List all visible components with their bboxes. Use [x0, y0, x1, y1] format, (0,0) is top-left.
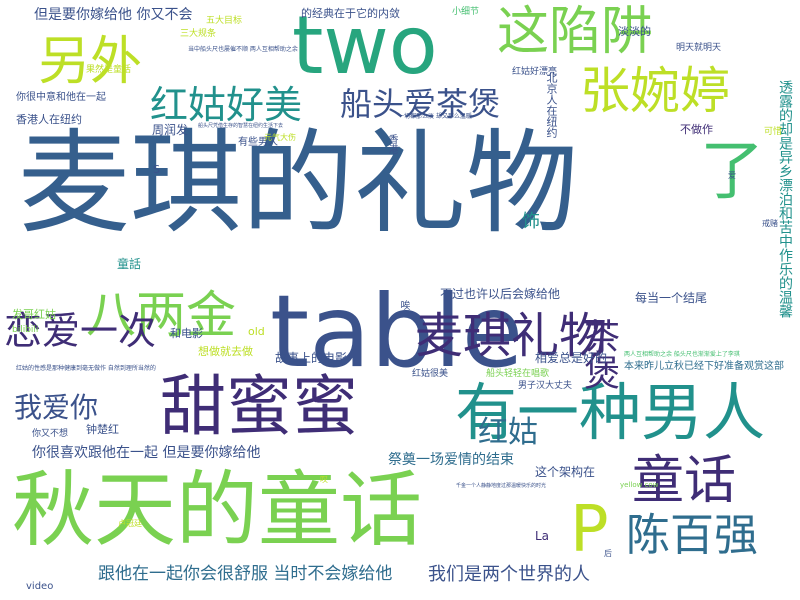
- word: 香港人在纽约: [16, 113, 82, 126]
- word: 后: [604, 549, 612, 558]
- word: 这个架构在: [535, 465, 596, 479]
- word: yellow cow: [620, 481, 659, 489]
- word: 叹: [320, 475, 328, 484]
- word: 八两金: [86, 286, 236, 344]
- word: 戒赌: [762, 219, 778, 228]
- word: 了: [700, 135, 764, 209]
- word: 另外: [38, 32, 143, 92]
- word: 张婉婷: [580, 62, 730, 120]
- word: 秋天的童话: [12, 463, 423, 558]
- word: bilibili: [12, 325, 39, 335]
- word: 三大规条: [180, 29, 217, 39]
- word: old: [248, 325, 265, 338]
- word: 周润发: [152, 123, 189, 137]
- word: 我们是两个世界的人: [428, 564, 590, 585]
- word: video: [26, 581, 54, 592]
- word: P: [570, 493, 609, 567]
- word: 可惜: [764, 127, 783, 137]
- word: 红姑好漂亮: [512, 67, 558, 77]
- word: 这陷阱: [497, 2, 654, 62]
- word: two: [292, 0, 438, 92]
- word: 想做就去做: [198, 345, 253, 358]
- word: 发哥红姑: [12, 308, 56, 321]
- word: 元气大伤: [264, 133, 296, 142]
- word: La: [535, 529, 550, 543]
- word: 陈百强: [626, 510, 758, 561]
- word: 恋爱一次: [4, 309, 157, 353]
- word: 每当一个结尾: [635, 291, 708, 305]
- word: 本来昨儿立秋已经下好准备观赏这部: [624, 361, 784, 372]
- word: 有些男人: [238, 137, 278, 148]
- word: 不过也许以后会嫁给他: [440, 287, 561, 301]
- word: 香港: [386, 134, 397, 154]
- word: 钟楚红: [86, 423, 119, 436]
- word: 一切都那么淡 却又那么温暖: [398, 113, 472, 120]
- word: 船头爱茶煲: [340, 85, 501, 123]
- word: 但是要你嫁给他 你又不会: [34, 7, 193, 23]
- word: 北京人在纽约: [545, 72, 558, 138]
- word: 小细节: [452, 7, 480, 17]
- word: 明天就明天: [676, 43, 722, 53]
- word: 麦琪礼物: [415, 308, 608, 364]
- word: 相爱总是好的: [535, 351, 608, 365]
- word: 透露的却是异乡漂泊和苦中作乐的温馨: [777, 80, 793, 318]
- word: 甜蜜蜜: [160, 368, 358, 445]
- word: 麦琪的礼物: [18, 119, 578, 249]
- word: 当中船头尺也屡催不顺 两人互相帮助之余: [188, 46, 298, 53]
- word: S: [153, 163, 160, 176]
- word: 我爱你: [14, 391, 99, 424]
- word: 卢冠廷: [118, 519, 142, 528]
- word: 红姑很美: [412, 369, 449, 379]
- word: 跟他在一起你会很舒服 当时不会嫁给他: [98, 564, 393, 584]
- word: 饰: [522, 211, 540, 232]
- word: 和电影: [170, 327, 203, 340]
- word: 船头轻轻在唱歌: [486, 369, 550, 379]
- word: 船头尺凭借生存的智慧在纽约生活下去: [198, 123, 284, 129]
- word: 红姑的性感是那种健康到毫无做作 自然到理所当然的: [16, 365, 156, 372]
- word: 爱: [728, 171, 736, 180]
- word: 红姑: [478, 415, 538, 450]
- word: 不做作: [680, 123, 713, 136]
- word: 有一种男人: [455, 376, 766, 449]
- word: 童話: [117, 257, 142, 271]
- word: 果然是童话: [86, 65, 132, 75]
- word: 唉: [398, 300, 409, 310]
- word: 千金一个人静静地度过那温暖快乐的时光: [456, 483, 547, 489]
- word: 故事上的电影: [275, 351, 348, 365]
- word: 男子汉大丈夫: [518, 381, 573, 391]
- word: 淡淡的: [618, 25, 651, 38]
- word: 的经典在于它的内敛: [301, 7, 400, 20]
- word: 童话: [632, 451, 737, 511]
- word: table: [270, 273, 524, 390]
- word: 两人互相帮助之余 船头尺也渐渐爱上了李琪: [624, 351, 740, 358]
- word: 茶煲: [578, 318, 619, 390]
- word: 你很喜欢跟他在一起 但是要你嫁给他: [32, 445, 261, 461]
- word: 祭奠一场爱情的结束: [388, 452, 514, 468]
- word: 你又不想: [32, 429, 69, 439]
- word: 五大目标: [206, 16, 243, 26]
- word: 你很中意和他在一起: [16, 92, 106, 103]
- word: 红姑好美: [150, 83, 303, 127]
